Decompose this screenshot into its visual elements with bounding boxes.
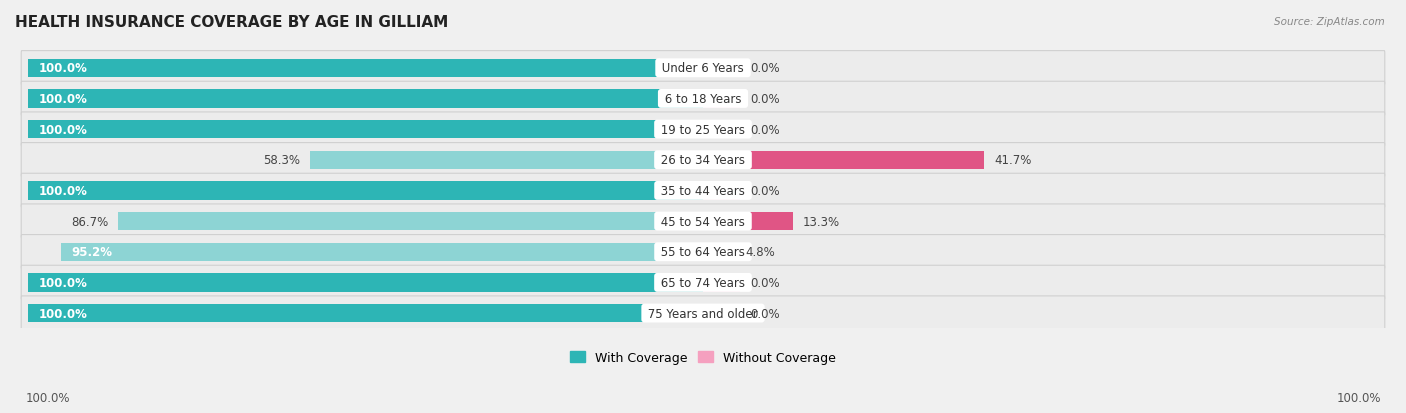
Bar <box>28 121 703 139</box>
Text: 0.0%: 0.0% <box>751 123 780 136</box>
Text: 19 to 25 Years: 19 to 25 Years <box>657 123 749 136</box>
Text: 35 to 44 Years: 35 to 44 Years <box>657 185 749 197</box>
Bar <box>60 243 703 261</box>
Bar <box>28 59 703 78</box>
Bar <box>118 212 703 231</box>
Text: 45 to 54 Years: 45 to 54 Years <box>657 215 749 228</box>
Bar <box>703 121 740 139</box>
FancyBboxPatch shape <box>21 82 1385 116</box>
Bar <box>28 90 703 108</box>
Text: 26 to 34 Years: 26 to 34 Years <box>657 154 749 167</box>
Text: 55 to 64 Years: 55 to 64 Years <box>657 246 749 259</box>
Text: 0.0%: 0.0% <box>751 276 780 289</box>
Text: 6 to 18 Years: 6 to 18 Years <box>661 93 745 106</box>
Text: 100.0%: 100.0% <box>25 391 70 404</box>
Text: 95.2%: 95.2% <box>70 246 112 259</box>
FancyBboxPatch shape <box>21 204 1385 239</box>
Text: 100.0%: 100.0% <box>38 185 87 197</box>
Legend: With Coverage, Without Coverage: With Coverage, Without Coverage <box>565 346 841 369</box>
FancyBboxPatch shape <box>21 113 1385 147</box>
Text: 65 to 74 Years: 65 to 74 Years <box>657 276 749 289</box>
Text: 58.3%: 58.3% <box>263 154 299 167</box>
Text: 75 Years and older: 75 Years and older <box>644 307 762 320</box>
Text: 0.0%: 0.0% <box>751 185 780 197</box>
Text: 0.0%: 0.0% <box>751 307 780 320</box>
Bar <box>703 273 740 292</box>
Text: Source: ZipAtlas.com: Source: ZipAtlas.com <box>1274 17 1385 26</box>
FancyBboxPatch shape <box>21 235 1385 269</box>
Bar <box>703 151 984 170</box>
Text: 100.0%: 100.0% <box>38 62 87 75</box>
Bar <box>703 304 740 323</box>
Text: 0.0%: 0.0% <box>751 62 780 75</box>
Text: 41.7%: 41.7% <box>994 154 1032 167</box>
Text: 13.3%: 13.3% <box>803 215 839 228</box>
Bar <box>703 59 740 78</box>
Text: 100.0%: 100.0% <box>38 276 87 289</box>
FancyBboxPatch shape <box>21 296 1385 330</box>
Bar <box>703 243 735 261</box>
Bar <box>309 151 703 170</box>
Bar <box>28 182 703 200</box>
Text: 100.0%: 100.0% <box>38 93 87 106</box>
Text: Under 6 Years: Under 6 Years <box>658 62 748 75</box>
Bar <box>703 212 793 231</box>
FancyBboxPatch shape <box>21 174 1385 208</box>
Text: 4.8%: 4.8% <box>745 246 775 259</box>
Text: 100.0%: 100.0% <box>38 307 87 320</box>
Text: 86.7%: 86.7% <box>70 215 108 228</box>
FancyBboxPatch shape <box>21 52 1385 86</box>
Text: 0.0%: 0.0% <box>751 93 780 106</box>
Bar <box>703 182 740 200</box>
Bar <box>28 273 703 292</box>
Text: 100.0%: 100.0% <box>1336 391 1381 404</box>
FancyBboxPatch shape <box>21 143 1385 178</box>
Bar <box>703 90 740 108</box>
Text: 100.0%: 100.0% <box>38 123 87 136</box>
Text: HEALTH INSURANCE COVERAGE BY AGE IN GILLIAM: HEALTH INSURANCE COVERAGE BY AGE IN GILL… <box>15 15 449 30</box>
Bar <box>28 304 703 323</box>
FancyBboxPatch shape <box>21 266 1385 300</box>
